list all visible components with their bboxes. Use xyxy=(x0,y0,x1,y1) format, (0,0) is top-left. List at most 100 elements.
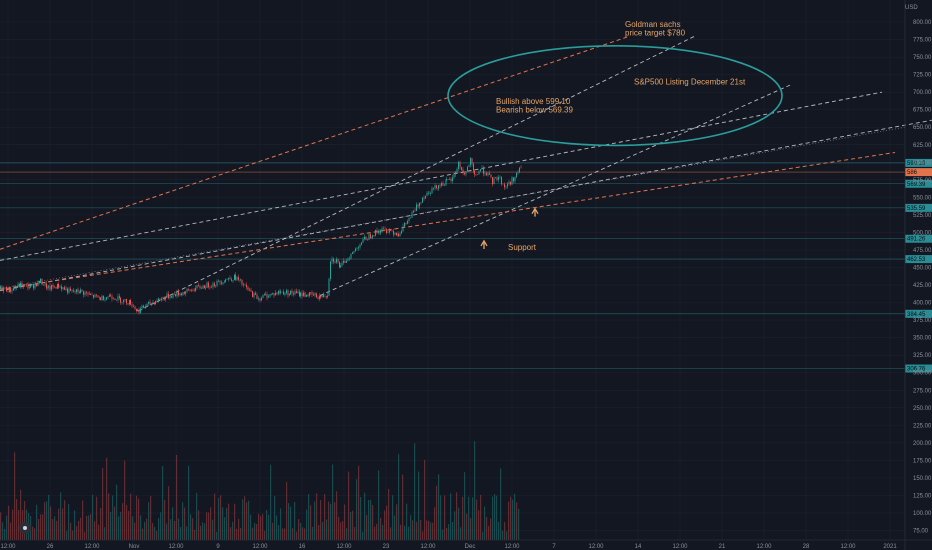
trendlines[interactable] xyxy=(0,35,932,312)
candle-body xyxy=(291,290,293,294)
candle-body xyxy=(255,293,256,295)
candle-body xyxy=(159,298,161,301)
horizontal-levels[interactable]: 599.10586569.39535.59491.26462.53384.453… xyxy=(0,158,932,373)
volume-bar xyxy=(114,506,116,540)
candle-body xyxy=(99,297,100,298)
annotation-text-3: Bearish below 569.39 xyxy=(496,105,573,114)
volume-bar xyxy=(164,499,166,540)
volume-bar xyxy=(92,494,94,540)
candle-body xyxy=(411,212,413,218)
candle-body xyxy=(334,261,336,263)
time-axis[interactable]: 12:00 26 12:00 Nov 12:00 9 12:00 16 12:00 23 12:00… xyxy=(0,539,932,550)
candle-body xyxy=(278,290,279,294)
time-tick-11: Dec xyxy=(465,544,476,550)
trendline-white-1 xyxy=(0,119,932,292)
volume-bar xyxy=(422,531,424,540)
candle-body xyxy=(225,279,226,282)
volume-bar xyxy=(488,525,490,540)
candle-body xyxy=(37,281,39,287)
volume-bar xyxy=(16,499,18,540)
volume-bar xyxy=(304,528,306,540)
volume-bar xyxy=(178,518,180,540)
candle-body xyxy=(431,188,433,194)
candle-body xyxy=(507,183,508,187)
volume-bar xyxy=(228,503,230,540)
volume-bar xyxy=(230,527,232,540)
trendline-white-3 xyxy=(319,84,791,296)
candle-body xyxy=(65,288,67,290)
volume-bar xyxy=(234,503,236,540)
candle-body xyxy=(510,181,511,185)
volume-bar xyxy=(472,497,474,540)
candle-body xyxy=(307,294,309,297)
time-tick-2: 12:00 xyxy=(84,544,100,550)
trendline-orange-0 xyxy=(0,35,631,250)
volume-bar xyxy=(194,529,196,540)
candle-body xyxy=(156,301,158,302)
candle-body xyxy=(238,277,239,280)
candle-body xyxy=(100,297,101,301)
candle-body xyxy=(490,174,492,178)
volume-bar xyxy=(484,506,486,540)
candle-body xyxy=(70,288,71,291)
candle-body xyxy=(73,290,74,292)
candle-body xyxy=(34,284,36,289)
volume-bar xyxy=(138,498,140,540)
candle-body xyxy=(279,290,281,293)
candle-body xyxy=(21,282,23,287)
candle-body xyxy=(316,293,317,298)
candle-body xyxy=(304,292,306,297)
volume-bar xyxy=(44,502,46,540)
candle-body xyxy=(74,291,76,293)
candle-body xyxy=(461,167,462,170)
candle-body xyxy=(320,296,321,298)
candle-body xyxy=(367,239,368,241)
volume-bar xyxy=(168,486,170,540)
volume-bar xyxy=(440,495,442,540)
price-axis[interactable]: 800.00 775.00 750.00 725.00 700.00 675.00 650.… xyxy=(904,0,932,550)
candle-body xyxy=(416,204,417,211)
volume-bar xyxy=(286,482,288,540)
candle-body xyxy=(462,169,464,173)
volume-bar xyxy=(512,499,514,540)
volume-bar xyxy=(470,518,472,540)
volume-bar xyxy=(54,516,56,540)
volume-bar xyxy=(214,493,216,540)
annotation-text-5: Support xyxy=(508,243,537,252)
candle-body xyxy=(154,302,155,305)
candle-body xyxy=(426,192,428,196)
volume-bar xyxy=(226,508,228,540)
candle-body xyxy=(241,279,243,285)
volume-bar xyxy=(350,511,352,540)
candle-body xyxy=(299,291,300,297)
candle-body xyxy=(129,299,130,305)
candle-body xyxy=(326,296,327,298)
candle-body xyxy=(309,292,310,297)
volume-bar xyxy=(218,498,220,540)
volume-bar xyxy=(4,528,6,540)
price-tick-14: 450.00 xyxy=(913,266,932,272)
candle-body xyxy=(286,290,287,294)
highlight-ellipse[interactable] xyxy=(447,45,783,147)
candle-body xyxy=(343,260,344,263)
candle-body xyxy=(96,294,97,296)
candle-body xyxy=(391,230,393,232)
volume-bar xyxy=(6,515,8,540)
volume-bar xyxy=(76,526,78,540)
level-tag-6: 384.45 xyxy=(905,309,932,318)
volume-bar xyxy=(148,502,150,540)
time-tick-19: 28 xyxy=(803,544,810,550)
volume-bar xyxy=(166,523,168,540)
volume-bar xyxy=(100,507,102,540)
time-tick-13: 7 xyxy=(552,544,556,550)
volume-bar xyxy=(224,517,226,540)
time-tick-3: Nov xyxy=(129,544,140,550)
candle-body xyxy=(323,294,324,297)
candle-body xyxy=(162,297,164,299)
candle-body xyxy=(178,291,179,296)
settings-icon[interactable] xyxy=(19,522,31,534)
candle-body xyxy=(41,278,43,285)
volume-bar xyxy=(254,523,256,540)
price-tick-11: 525.00 xyxy=(913,213,932,219)
